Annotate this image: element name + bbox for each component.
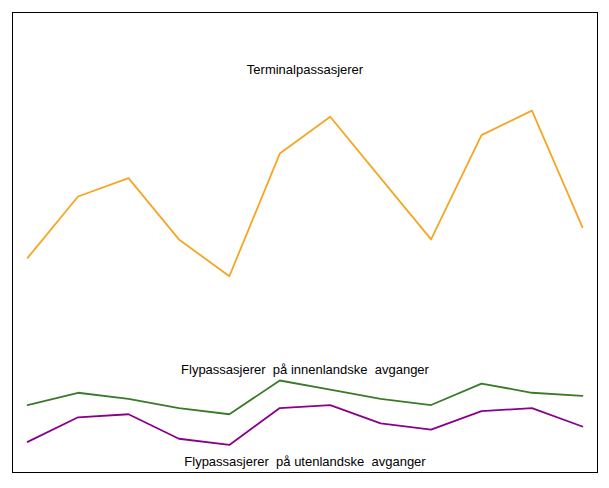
svg-text:Flypassasjerer på utenlandske: Flypassasjerer på utenlandske avganger — [184, 454, 426, 469]
svg-text:Terminalpassasjerer: Terminalpassasjerer — [247, 62, 364, 77]
svg-text:Flypassasjerer på innenlandsk: Flypassasjerer på innenlandske avganger — [181, 362, 430, 377]
